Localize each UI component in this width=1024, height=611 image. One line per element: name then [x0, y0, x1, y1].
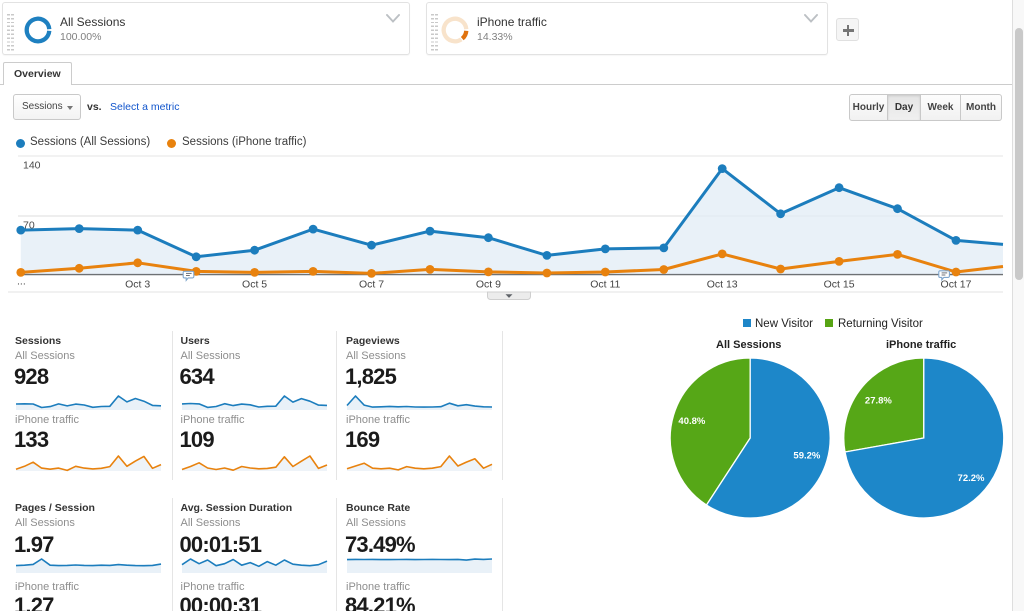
- svg-text:27.8%: 27.8%: [865, 396, 892, 407]
- svg-text:70: 70: [23, 220, 35, 232]
- svg-text:59.2%: 59.2%: [793, 450, 820, 461]
- svg-text:Oct 17: Oct 17: [941, 279, 972, 291]
- svg-text:...: ...: [17, 276, 26, 288]
- svg-text:Oct 3: Oct 3: [125, 279, 150, 291]
- svg-text:Oct 5: Oct 5: [242, 279, 267, 291]
- svg-text:140: 140: [23, 160, 41, 172]
- svg-text:Oct 13: Oct 13: [707, 279, 738, 291]
- svg-text:Oct 7: Oct 7: [359, 279, 384, 291]
- svg-text:Oct 15: Oct 15: [824, 279, 855, 291]
- svg-text:72.2%: 72.2%: [958, 473, 985, 484]
- svg-text:Oct 9: Oct 9: [476, 279, 501, 291]
- svg-text:Oct 11: Oct 11: [590, 279, 620, 291]
- svg-text:40.8%: 40.8%: [678, 416, 705, 427]
